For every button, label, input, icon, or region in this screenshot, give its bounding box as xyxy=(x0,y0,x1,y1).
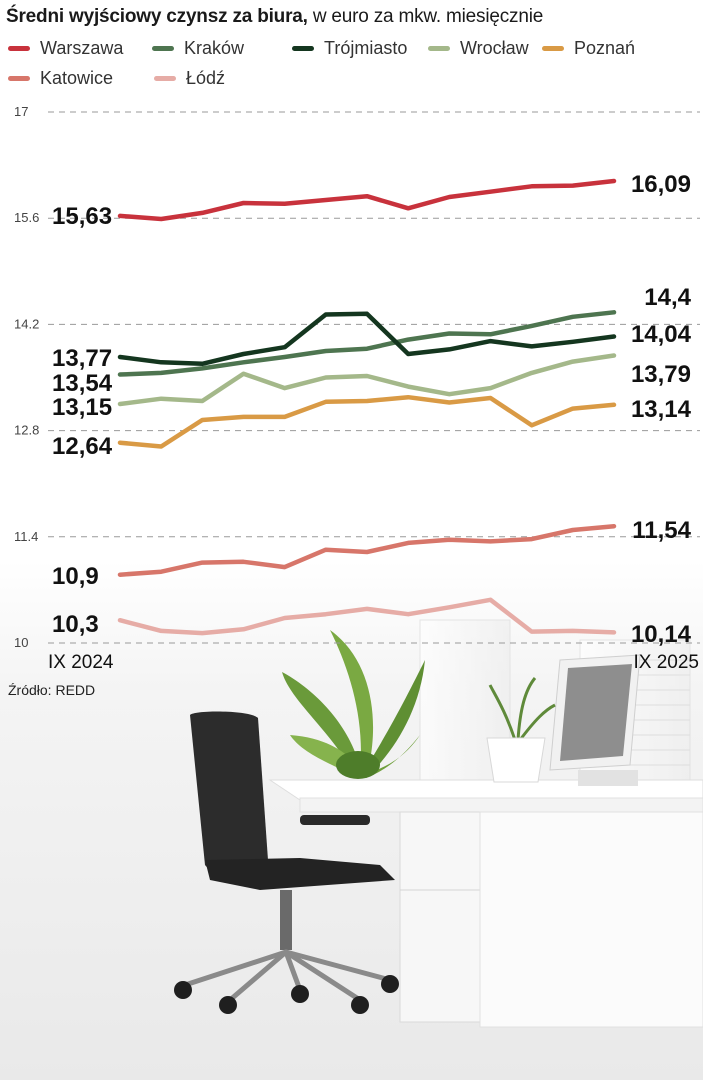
small-plant xyxy=(486,677,556,783)
series-line-2 xyxy=(117,311,617,367)
value-labels: 15,63 16,09 13,54 14,4 13,77 14,04 13,15 13,79 1… xyxy=(52,171,692,648)
legend-label: Poznań xyxy=(574,38,636,58)
start-value-label: 13,15 xyxy=(52,394,112,421)
legend-swatch xyxy=(8,46,30,51)
series-line-6 xyxy=(117,597,617,636)
series-line-0 xyxy=(117,178,617,222)
series-line-3 xyxy=(117,353,617,407)
y-tick-label: 11.4 xyxy=(14,529,38,544)
legend-swatch xyxy=(154,76,176,81)
end-value-label: 11,54 xyxy=(632,517,691,544)
series-lines xyxy=(117,178,617,636)
y-tick-label: 12.8 xyxy=(14,423,39,438)
monitor xyxy=(549,654,641,786)
chart-title-subtitle: w euro za mkw. miesięcznie xyxy=(307,6,544,27)
series-line-4 xyxy=(117,394,617,449)
legend-item-6: Łódź xyxy=(154,68,225,89)
legend-item-5: Katowice xyxy=(8,68,113,89)
legend-item-0: Warszawa xyxy=(8,38,123,59)
legend-label: Kraków xyxy=(184,38,245,58)
legend-label: Łódź xyxy=(186,68,226,88)
x-start-label: IX 2024 xyxy=(48,652,114,673)
x-axis-labels: IX 2024 IX 2025 xyxy=(48,652,699,673)
start-value-label: 13,54 xyxy=(52,370,113,397)
legend-swatch xyxy=(292,46,314,51)
start-value-label: 12,64 xyxy=(52,433,113,460)
end-value-label: 14,04 xyxy=(631,321,692,348)
legend-item-1: Kraków xyxy=(152,38,244,59)
legend-swatch xyxy=(428,46,450,51)
start-value-label: 15,63 xyxy=(52,203,112,230)
legend-label: Trójmiasto xyxy=(324,38,408,58)
start-value-label: 10,9 xyxy=(52,563,99,590)
x-end-label: IX 2025 xyxy=(634,652,700,673)
series-line-1 xyxy=(117,310,617,377)
y-tick-label: 15.6 xyxy=(14,210,39,225)
chart-title-bold: Średni wyjściowy czynsz za biura, xyxy=(6,6,308,27)
plant xyxy=(282,630,425,779)
start-value-label: 10,3 xyxy=(52,611,99,638)
office-chair xyxy=(174,711,399,1014)
chart-title: Średni wyjściowy czynsz za biura, w euro… xyxy=(6,6,543,28)
legend-swatch xyxy=(542,46,564,51)
line-chart: 17 15.6 14.2 12.8 11.4 10 15,63 16,09 13,54 14,4… xyxy=(14,104,700,673)
y-tick-label: 10 xyxy=(14,635,28,650)
gridlines: 17 15.6 14.2 12.8 11.4 10 xyxy=(14,104,700,650)
source-note: Źródło: REDD xyxy=(8,682,96,698)
legend-item-2: Trójmiasto xyxy=(292,38,407,59)
end-value-label: 14,4 xyxy=(644,284,691,311)
legend-item-3: Wrocław xyxy=(428,38,529,59)
legend-swatch xyxy=(152,46,174,51)
desk xyxy=(268,779,703,1028)
legend-label: Katowice xyxy=(40,68,114,88)
legend-swatch xyxy=(8,76,30,81)
end-value-label: 10,14 xyxy=(631,621,692,648)
end-value-label: 16,09 xyxy=(631,171,691,198)
office-scene-illustration xyxy=(0,560,703,1080)
end-value-label: 13,79 xyxy=(631,361,691,388)
series-line-5 xyxy=(117,523,617,577)
legend-label: Warszawa xyxy=(40,38,124,58)
y-tick-label: 17 xyxy=(14,104,28,119)
y-tick-label: 14.2 xyxy=(14,316,39,331)
legend-item-4: Poznań xyxy=(542,38,635,59)
start-value-label: 13,77 xyxy=(52,345,112,372)
legend-label: Wrocław xyxy=(460,38,529,58)
end-value-label: 13,14 xyxy=(631,396,692,423)
